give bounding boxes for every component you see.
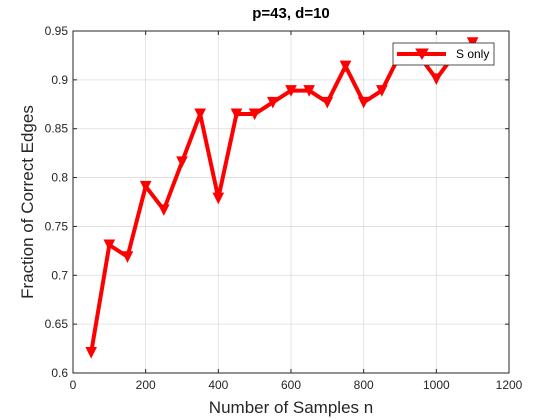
data-point-marker [121, 251, 134, 263]
data-point-marker [230, 108, 243, 121]
data-point-marker [139, 180, 152, 193]
legend-marker [415, 48, 429, 60]
legend-entry-label: S only [456, 47, 489, 61]
axis-ticks: 0 200 400 600 800 1000 1200 0.6 0.65 0.7 0.75 0.8 0.… [45, 24, 523, 392]
grid-lines [73, 31, 509, 373]
data-point-marker [158, 204, 170, 216]
y-axis-label: Fraction of Correct Edges [18, 105, 37, 299]
x-tick-label: 0 [70, 378, 77, 392]
x-tick-label: 600 [281, 378, 301, 392]
x-tick-label: 800 [354, 378, 374, 392]
data-point-marker [103, 239, 116, 252]
data-point-marker [267, 96, 279, 109]
data-point-marker [303, 85, 315, 97]
data-point-marker [321, 96, 334, 109]
data-point-marker [85, 346, 97, 359]
data-point-marker [212, 192, 225, 205]
y-tick-label: 0.75 [45, 219, 69, 233]
x-tick-label: 400 [208, 378, 228, 392]
x-tick-label: 1200 [496, 378, 523, 392]
x-tick-label: 1000 [423, 378, 450, 392]
data-point-marker [430, 73, 443, 85]
x-axis-label: Number of Samples n [209, 398, 373, 417]
x-tick-label: 200 [136, 378, 156, 392]
data-point-marker [194, 108, 206, 121]
y-tick-label: 0.7 [51, 268, 68, 282]
data-point-marker [176, 156, 188, 169]
data-point-marker [248, 108, 261, 121]
y-tick-label: 0.65 [45, 317, 69, 331]
data-point-marker [285, 85, 297, 97]
chart-title: p=43, d=10 [252, 5, 330, 22]
data-point-marker [376, 85, 388, 97]
data-point-marker [357, 96, 370, 109]
legend: S only [392, 42, 495, 66]
y-tick-label: 0.85 [45, 122, 69, 136]
y-tick-label: 0.9 [51, 73, 68, 87]
y-tick-label: 0.95 [45, 24, 69, 38]
y-tick-label: 0.6 [51, 366, 68, 380]
y-tick-label: 0.8 [51, 171, 68, 185]
data-point-marker [339, 60, 352, 73]
